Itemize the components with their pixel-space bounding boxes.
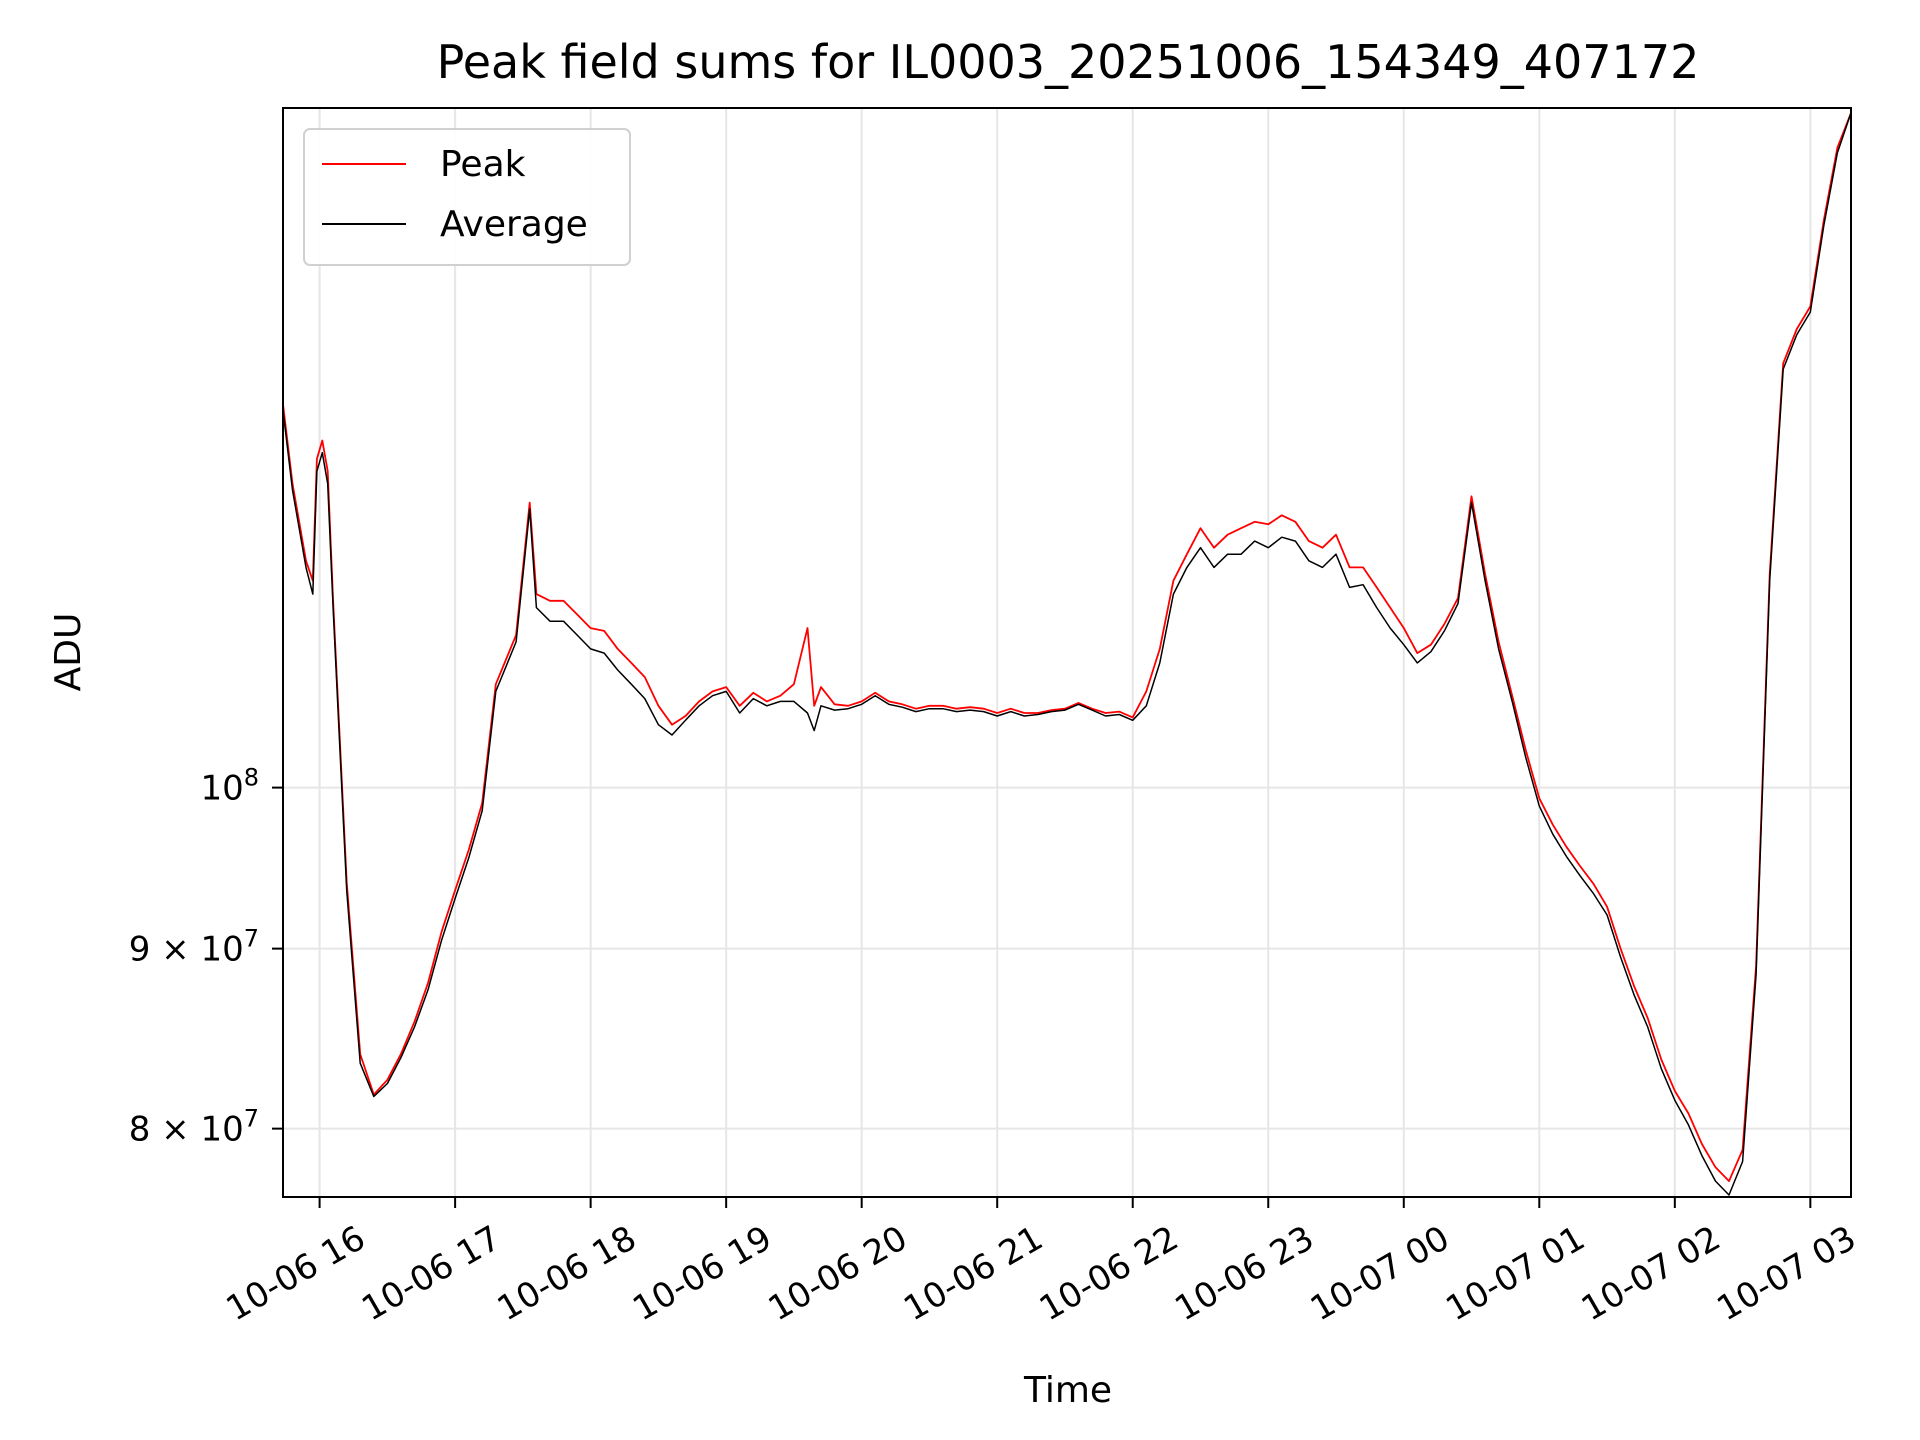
x-tick-label: 10-07 01 [1439, 1218, 1591, 1329]
x-tick-label: 10-07 00 [1304, 1218, 1456, 1329]
y-ticks-layer: 8 × 107 9 × 107 108 [129, 764, 283, 1150]
x-tick-label: 10-06 18 [491, 1218, 643, 1329]
x-tick-label: 10-06 17 [355, 1218, 507, 1329]
x-tick-label: 10-06 20 [762, 1218, 914, 1329]
legend-average-label: Average [440, 204, 588, 245]
y-axis-label: ADU [48, 613, 89, 692]
y-tick-label: 108 [200, 764, 259, 809]
y-tick-label: 8 × 107 [129, 1105, 259, 1150]
legend: Peak Average [303, 128, 631, 266]
legend-peak-label: Peak [440, 144, 526, 185]
x-tick-label: 10-07 02 [1575, 1218, 1727, 1329]
x-tick-label: 10-07 03 [1710, 1218, 1862, 1329]
plot-frame [282, 107, 1852, 1198]
x-tick-label: 10-06 22 [1033, 1218, 1185, 1329]
series-line-average [282, 112, 1852, 1196]
x-axis-label: Time [1023, 1370, 1112, 1411]
series-line-peak [282, 112, 1852, 1182]
x-tick-label: 10-06 23 [1168, 1218, 1320, 1329]
grid-layer [283, 108, 1851, 1197]
x-tick-label: 10-06 16 [220, 1218, 372, 1329]
chart-title: Peak field sums for IL0003_20251006_1543… [437, 35, 1700, 89]
series-layer [282, 112, 1852, 1196]
x-tick-label: 10-06 21 [897, 1218, 1049, 1329]
x-tick-label: 10-06 19 [626, 1218, 778, 1329]
y-tick-label: 9 × 107 [129, 925, 259, 970]
